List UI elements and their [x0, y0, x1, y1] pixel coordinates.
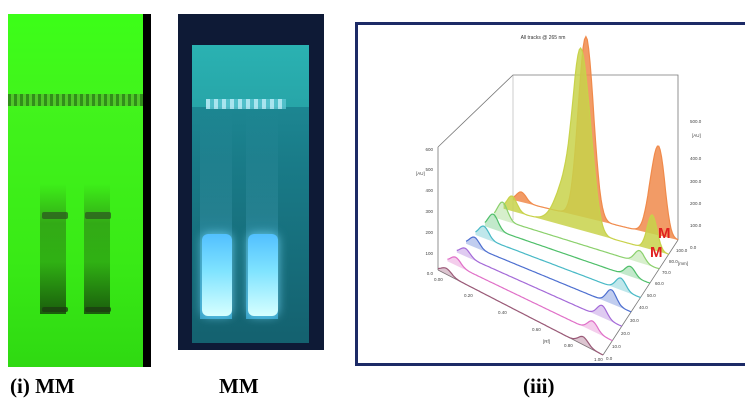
tick-label: 0.0	[427, 271, 434, 276]
tick-label: 0.40	[498, 310, 507, 315]
tick-label: 0.0	[606, 356, 613, 361]
track-line	[447, 256, 613, 342]
caption-i: (i) MM	[10, 374, 75, 398]
track-fill	[484, 214, 650, 284]
tick-label: 50.0	[647, 293, 656, 298]
tick-label: 300.0	[690, 179, 702, 184]
track-line	[465, 236, 632, 313]
tick-label: 60.0	[655, 281, 664, 286]
tlc-plate-green	[8, 14, 151, 367]
track-fill	[503, 48, 669, 255]
band	[42, 212, 68, 219]
tick-label: 10.0	[612, 344, 621, 349]
rf-tick-labels: 0.00 0.20 0.40 0.60 0.80 1.00	[434, 277, 603, 362]
tick-label: 80.0	[669, 259, 678, 264]
marker-m: M	[658, 225, 671, 242]
track-fill	[438, 267, 603, 355]
tick-label: 30.0	[630, 318, 639, 323]
tick-label: 0.20	[464, 293, 473, 298]
left-tick-labels: 600 500 400 300 200 100 0.0	[425, 147, 433, 276]
tick-label: 20.0	[621, 331, 630, 336]
fluorescent-spot	[248, 234, 278, 316]
mm-tick-labels: 100.0 80.0 70.0 60.0 50.0 40.0 30.0 20.0…	[606, 248, 688, 361]
tick-label: 600	[425, 147, 433, 152]
band	[42, 307, 68, 312]
tracks	[437, 35, 679, 356]
band	[85, 212, 111, 219]
lane-1	[40, 184, 66, 314]
tick-label: 300	[425, 209, 433, 214]
origin-marks	[206, 99, 286, 109]
solvent-front-line	[8, 94, 143, 106]
chromatogram-frame: All tracks @ 265 nm 600 500 400 300 200 …	[355, 22, 745, 366]
left-axis-unit: [AU]	[416, 171, 425, 176]
track-fill	[466, 237, 632, 312]
back-frame	[437, 74, 679, 240]
plate-green-surface	[8, 14, 143, 367]
mm-axis-unit: [mm]	[678, 261, 688, 266]
tick-label: 400	[425, 188, 433, 193]
track-line	[503, 46, 669, 255]
right-axis-unit: [AU]	[692, 133, 701, 138]
track-fill	[475, 226, 641, 298]
tick-label: 500	[425, 167, 433, 172]
tick-label: 200	[425, 230, 433, 235]
tick-label: 100.0	[676, 248, 688, 253]
track-fill	[494, 202, 660, 269]
track-line	[456, 247, 623, 327]
rf-axis-unit: [Rf]	[543, 339, 550, 344]
marker-m: M	[650, 244, 663, 261]
track-fill	[456, 247, 622, 327]
tick-label: 500.0	[690, 119, 702, 124]
tick-label: 200.0	[690, 201, 702, 206]
tick-label: 100.0	[690, 223, 702, 228]
tick-label: 100	[425, 251, 433, 256]
band	[85, 307, 111, 312]
chromatogram-3d: All tracks @ 265 nm 600 500 400 300 200 …	[416, 35, 702, 362]
tick-label: 0.60	[532, 327, 541, 332]
track-line	[512, 35, 679, 241]
track-fill	[447, 256, 613, 341]
tlc-plate-uv	[178, 14, 324, 350]
right-tick-labels: 500.0 400.0 300.0 200.0 100.0 0.0	[690, 119, 702, 250]
lane-2	[84, 184, 110, 314]
fluorescent-spot	[202, 234, 232, 316]
tick-label: 0.00	[434, 277, 443, 282]
tick-label: 70.0	[662, 270, 671, 275]
tick-label: 1.00	[594, 357, 603, 362]
tick-label: 400.0	[690, 156, 702, 161]
caption-ii: MM	[219, 374, 259, 398]
chart-title: All tracks @ 265 nm	[521, 35, 566, 41]
solvent-front-region	[192, 45, 309, 107]
tick-label: 0.80	[564, 343, 573, 348]
track-line	[493, 201, 660, 270]
track-line	[484, 213, 651, 284]
tick-label: 0.0	[690, 245, 697, 250]
track-line	[475, 225, 641, 299]
caption-iii: (iii)	[523, 374, 555, 398]
track-line	[437, 267, 604, 356]
tick-label: 40.0	[639, 305, 648, 310]
